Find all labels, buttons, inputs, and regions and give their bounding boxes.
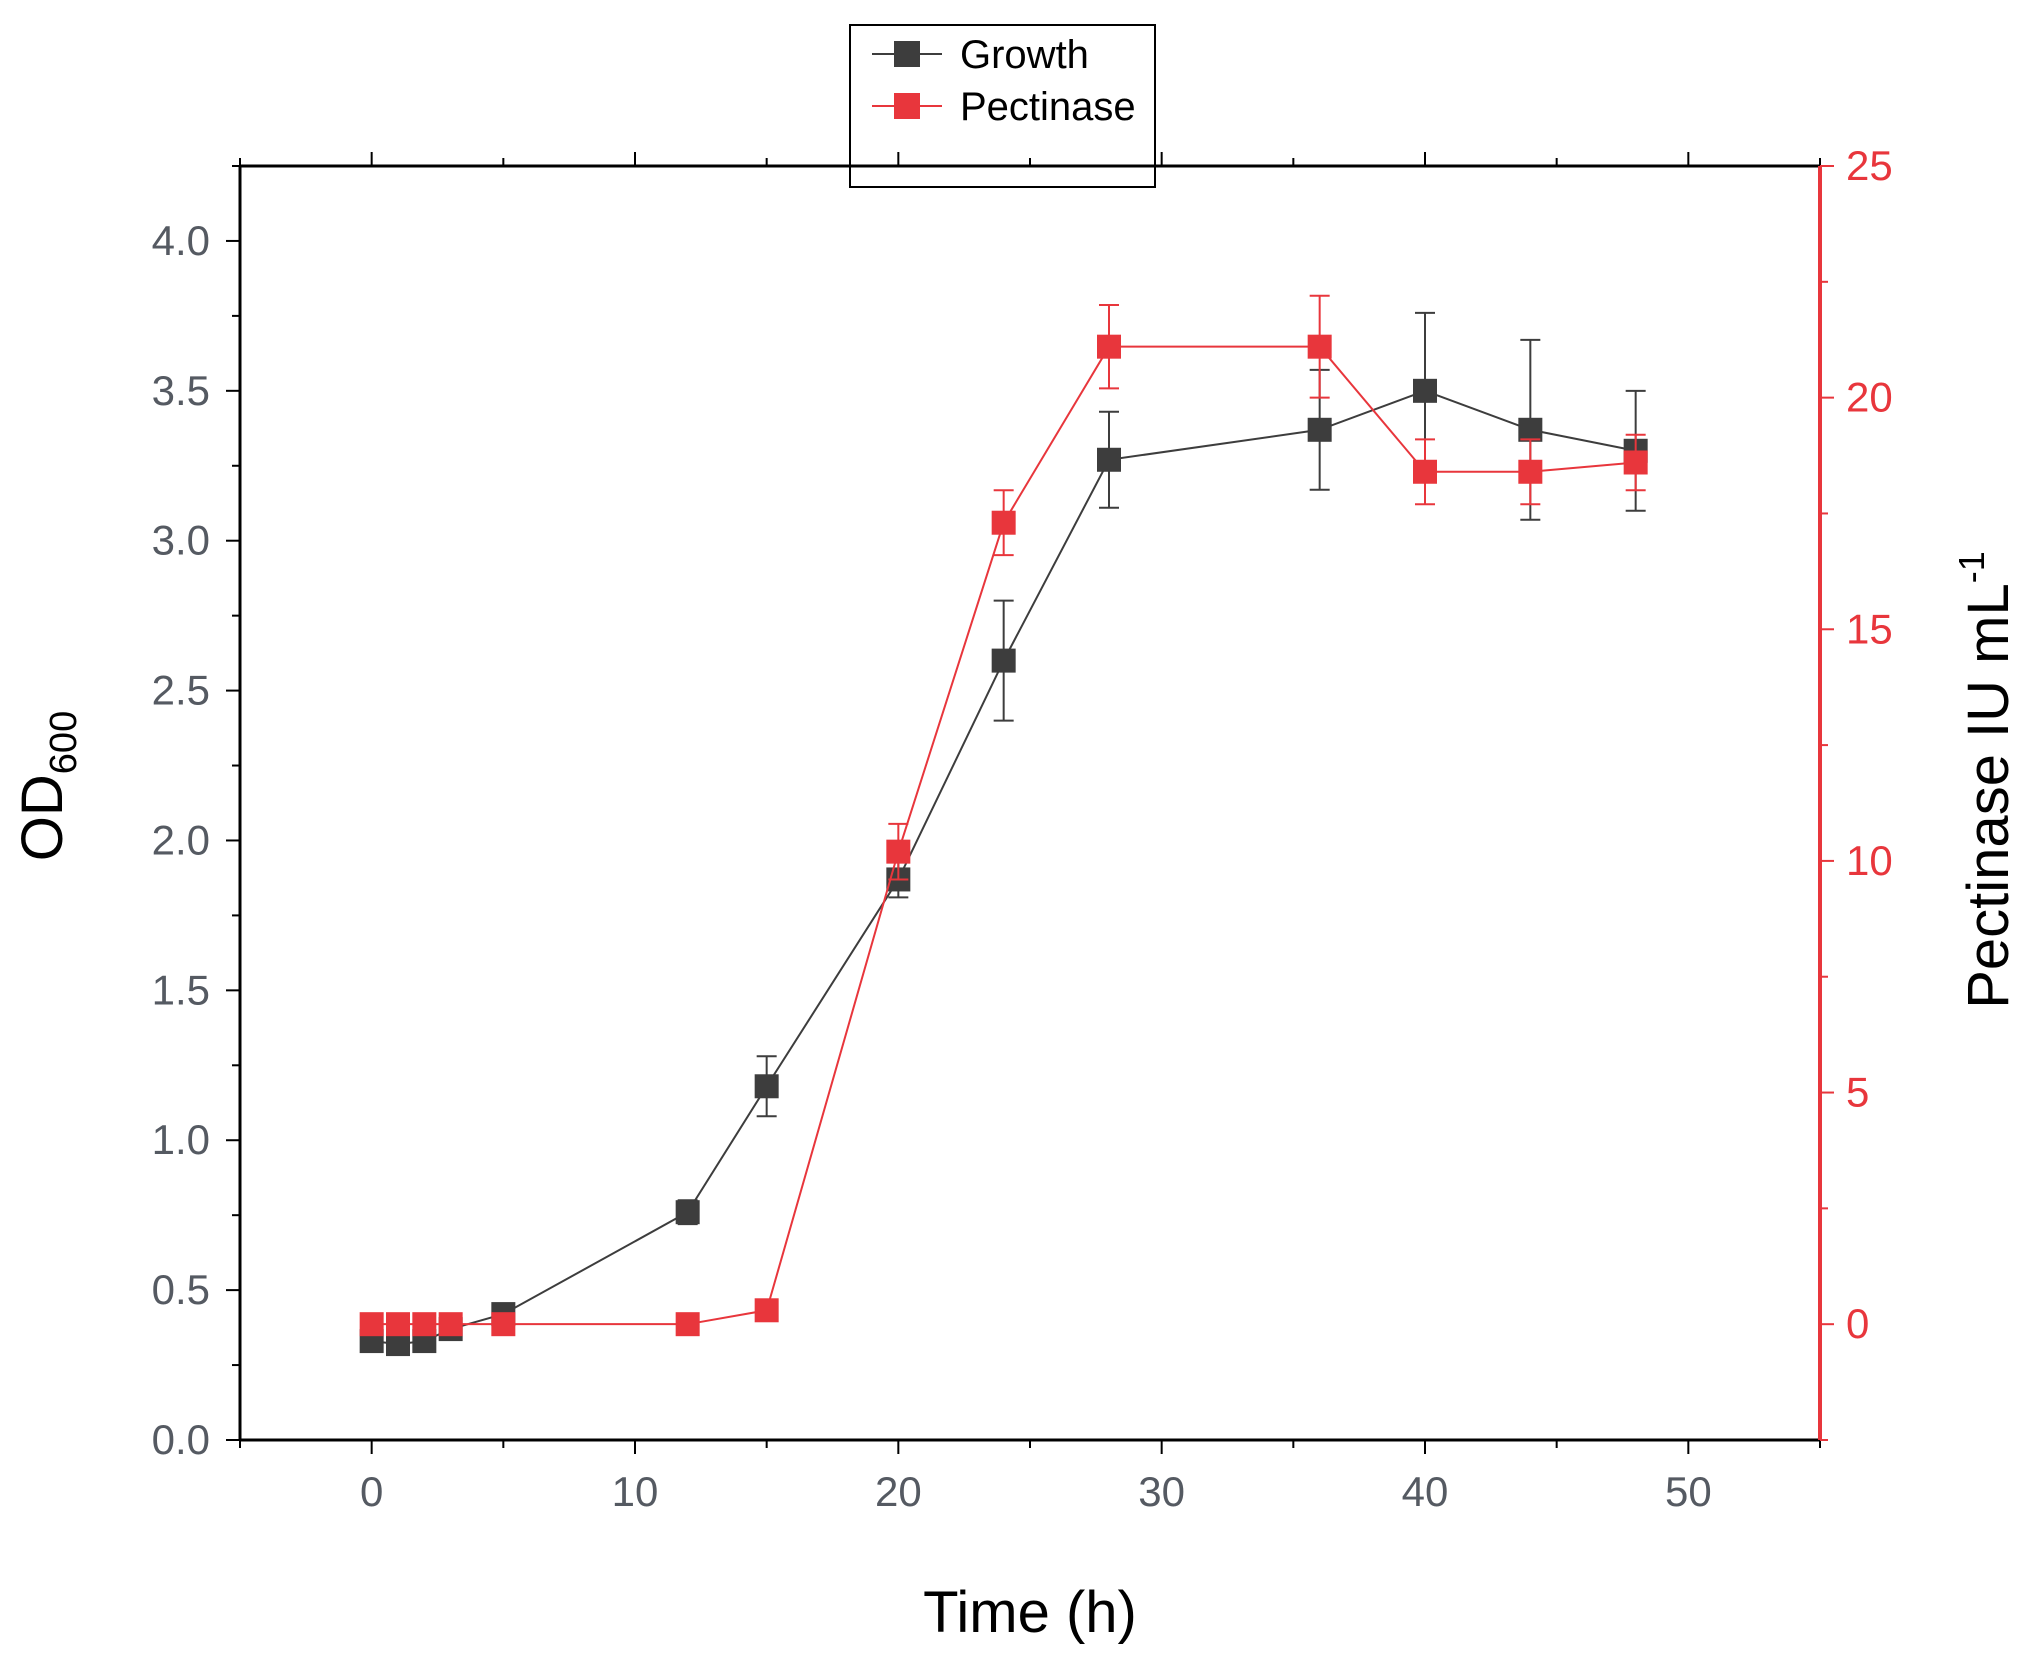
x-axis-title: Time (h) bbox=[923, 1580, 1137, 1645]
y-right-tick-label: 15 bbox=[1846, 605, 1893, 652]
data-point-pectinase bbox=[386, 1312, 410, 1337]
data-point-pectinase bbox=[1097, 334, 1121, 359]
data-point-growth bbox=[754, 1074, 779, 1099]
data-point-pectinase bbox=[412, 1312, 437, 1337]
x-tick-label: 40 bbox=[1402, 1468, 1449, 1515]
data-point-pectinase bbox=[438, 1312, 463, 1337]
data-point-growth bbox=[1307, 417, 1332, 442]
legend-label-pectinase: Pectinase bbox=[960, 85, 1136, 129]
x-tick-label: 0 bbox=[360, 1468, 383, 1515]
series-layer bbox=[359, 294, 1648, 1357]
x-tick-label: 30 bbox=[1138, 1468, 1185, 1515]
data-point-pectinase bbox=[675, 1312, 700, 1337]
y-axis-title-left-sub: 600 bbox=[43, 711, 85, 774]
data-point-pectinase bbox=[1518, 459, 1543, 484]
legend: Growth Pectinase bbox=[849, 24, 1156, 188]
y-right-tick-label: 20 bbox=[1846, 374, 1893, 421]
y-axis-title-right-sup: -1 bbox=[1951, 551, 1992, 583]
data-point-growth bbox=[1097, 447, 1121, 472]
data-point-pectinase bbox=[1413, 459, 1437, 484]
y-left-tick-label: 0.0 bbox=[152, 1416, 210, 1463]
data-point-pectinase bbox=[1623, 450, 1648, 475]
data-point-growth bbox=[675, 1200, 700, 1225]
y-right-tick-label: 5 bbox=[1846, 1069, 1869, 1116]
y-right-tick-label: 25 bbox=[1846, 142, 1893, 189]
axes-layer: 0 10 20 30 40 50 0.0 0.5 1.0 1.5 2.0 2.5 3.0 3.5 4.0 0 5… bbox=[152, 142, 1893, 1515]
data-point-growth bbox=[1518, 417, 1543, 442]
y-right-tick-label: 0 bbox=[1846, 1300, 1869, 1347]
y-left-tick-label: 2.0 bbox=[152, 816, 210, 863]
data-point-pectinase bbox=[359, 1312, 384, 1337]
y-left-tick-label: 2.5 bbox=[152, 667, 210, 714]
x-tick-label: 10 bbox=[612, 1468, 659, 1515]
legend-label-growth: Growth bbox=[960, 33, 1089, 77]
y-left-tick-label: 3.0 bbox=[152, 517, 210, 564]
data-point-pectinase bbox=[491, 1312, 516, 1337]
data-point-pectinase bbox=[886, 839, 911, 864]
x-tick-label: 50 bbox=[1665, 1468, 1712, 1515]
y-left-tick-label: 0.5 bbox=[152, 1266, 210, 1313]
legend-marker-growth bbox=[894, 41, 920, 67]
data-point-pectinase bbox=[991, 510, 1016, 535]
data-point-growth bbox=[1413, 378, 1437, 403]
y-left-tick-label: 1.0 bbox=[152, 1116, 210, 1163]
y-left-tick-label: 4.0 bbox=[152, 217, 210, 264]
y-axis-title-right-main: Pectinase IU mL bbox=[1956, 583, 2021, 1009]
series-pectinase bbox=[359, 294, 1648, 1337]
data-point-growth bbox=[991, 648, 1016, 673]
data-point-pectinase bbox=[754, 1298, 779, 1323]
y-axis-title-left: OD600 bbox=[10, 711, 85, 861]
y-axis-title-left-main: OD bbox=[10, 774, 75, 861]
legend-marker-pectinase bbox=[894, 93, 920, 119]
data-point-pectinase bbox=[1307, 334, 1332, 359]
y-axis-title-right: Pectinase IU mL-1 bbox=[1951, 551, 2021, 1009]
y-right-tick-label: 10 bbox=[1846, 837, 1893, 884]
y-left-tick-label: 1.5 bbox=[152, 966, 210, 1013]
y-left-tick-label: 3.5 bbox=[152, 367, 210, 414]
x-tick-label: 20 bbox=[875, 1468, 922, 1515]
